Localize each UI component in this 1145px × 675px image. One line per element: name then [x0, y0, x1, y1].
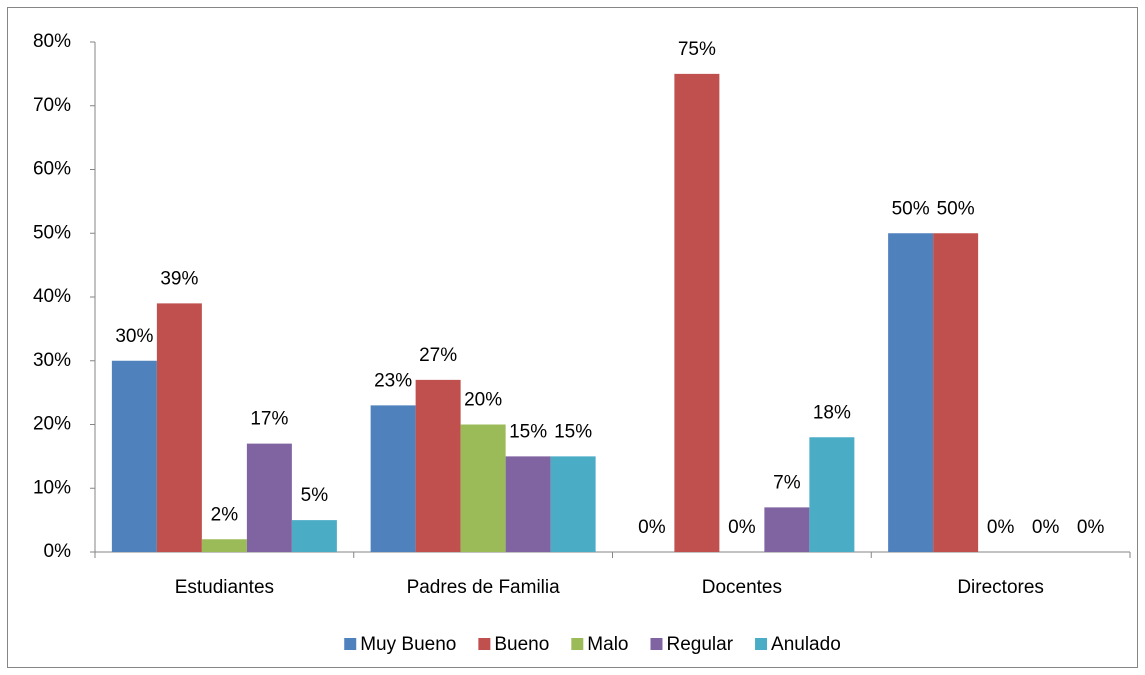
legend-swatch: [571, 638, 584, 650]
bar: [674, 73, 720, 552]
legend-label: Muy Bueno: [360, 634, 456, 655]
value-label: 27%: [419, 345, 457, 366]
y-tick-label: 40%: [33, 286, 71, 307]
value-label: 20%: [464, 390, 502, 411]
legend-swatch: [344, 638, 357, 650]
bar: [291, 520, 337, 552]
bar: [111, 360, 157, 552]
value-label: 23%: [374, 370, 412, 391]
bar: [460, 424, 506, 552]
bar: [764, 507, 810, 552]
bar: [505, 456, 551, 552]
x-tick-label: Padres de Familia: [407, 577, 561, 598]
value-label: 0%: [1032, 517, 1060, 538]
value-label: 39%: [160, 268, 198, 289]
x-tick-label: Directores: [957, 577, 1044, 598]
y-tick-label: 80%: [33, 31, 71, 52]
x-tick-label: Docentes: [702, 577, 782, 598]
legend-swatch: [478, 638, 491, 650]
value-label: 15%: [554, 421, 592, 442]
legend-swatch: [650, 638, 663, 650]
value-label: 7%: [773, 472, 801, 493]
bar: [201, 539, 247, 552]
value-label: 50%: [937, 198, 975, 219]
value-label: 17%: [250, 409, 288, 430]
y-tick-label: 70%: [33, 95, 71, 116]
value-label: 0%: [728, 517, 756, 538]
y-tick-label: 60%: [33, 159, 71, 180]
value-label: 0%: [987, 517, 1015, 538]
legend-label: Bueno: [494, 634, 549, 655]
legend-label: Malo: [587, 634, 628, 655]
y-tick-label: 30%: [33, 350, 71, 371]
value-label: 15%: [509, 421, 547, 442]
legend-label: Anulado: [771, 634, 841, 655]
bar: [415, 379, 461, 552]
value-label: 30%: [115, 326, 153, 347]
bar: [933, 233, 979, 552]
bar: [246, 443, 292, 552]
y-tick-label: 0%: [44, 541, 72, 562]
bar: [156, 303, 202, 552]
value-label: 50%: [892, 198, 930, 219]
value-label: 2%: [211, 504, 239, 525]
bar: [888, 233, 934, 552]
bar: [370, 405, 416, 552]
value-label: 0%: [638, 517, 666, 538]
legend-label: Regular: [666, 634, 733, 655]
value-label: 18%: [813, 402, 851, 423]
y-tick-label: 20%: [33, 414, 71, 435]
value-label: 5%: [301, 485, 329, 506]
bar: [809, 437, 855, 552]
legend-swatch: [755, 638, 768, 650]
value-label: 0%: [1077, 517, 1105, 538]
y-tick-label: 50%: [33, 222, 71, 243]
bar: [550, 456, 596, 552]
x-tick-label: Estudiantes: [175, 577, 274, 598]
value-label: 75%: [678, 39, 716, 60]
y-tick-label: 10%: [33, 477, 71, 498]
